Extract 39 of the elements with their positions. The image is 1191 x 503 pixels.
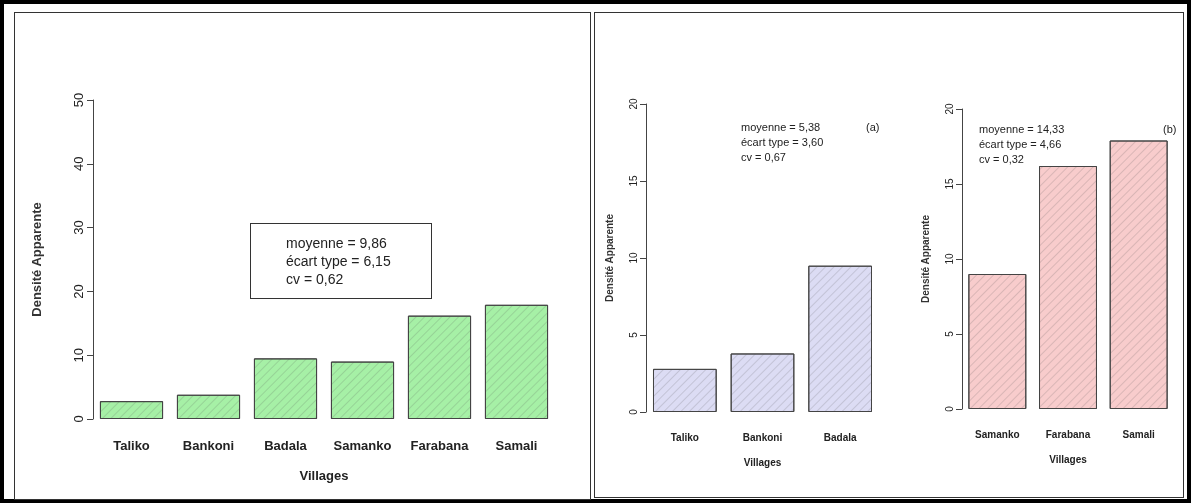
y-tick-label: 0 <box>627 408 639 415</box>
annotation: (a) <box>866 120 880 135</box>
annotation: (b) <box>1163 122 1177 137</box>
y-tick-label: 30 <box>71 220 86 235</box>
y-tick-label: 0 <box>71 415 86 423</box>
note-box: moyenne = 9,86 écart type = 6,15 cv = 0,62 <box>250 223 432 299</box>
x-tick-label: Bankoni <box>742 431 783 443</box>
annotation: moyenne = 14,33 écart type = 4,66 cv = 0,32 <box>979 122 1065 167</box>
x-tick-label: Farabana <box>410 438 470 453</box>
x-tick-label: Bankoni <box>182 438 235 453</box>
y-axis-title: Densité Apparente <box>603 213 615 302</box>
x-tick-label: Taliko <box>113 438 150 453</box>
x-tick-label: Samanko <box>975 428 1020 440</box>
y-tick-label: 40 <box>71 156 86 172</box>
y-axis-title: Densité Apparente <box>919 214 931 303</box>
y-tick-label: 15 <box>627 175 639 187</box>
annotation: moyenne = 5,38 écart type = 3,60 cv = 0,67 <box>741 120 824 165</box>
y-tick-label: 10 <box>71 347 86 363</box>
y-tick-label: 5 <box>627 331 639 338</box>
y-tick-label: 10 <box>943 253 955 265</box>
y-tick-label: 5 <box>943 330 955 337</box>
y-axis-title: Densité Apparente <box>29 202 44 317</box>
y-tick-label: 15 <box>943 178 955 190</box>
x-axis-title: Villages <box>1049 453 1088 465</box>
x-axis-title: Villages <box>299 468 349 483</box>
y-tick-label: 20 <box>627 98 639 110</box>
y-tick-label: 50 <box>71 92 86 108</box>
x-tick-label: Samanko <box>333 438 392 453</box>
x-tick-label: Samali <box>495 438 538 453</box>
y-tick-label: 20 <box>71 284 86 299</box>
x-tick-label: Farabana <box>1045 428 1091 440</box>
y-tick-label: 0 <box>943 405 955 412</box>
x-axis-title: Villages <box>743 456 782 468</box>
x-tick-label: Samali <box>1122 428 1155 440</box>
y-tick-label: 20 <box>943 103 955 115</box>
x-tick-label: Taliko <box>670 431 699 443</box>
x-tick-label: Badala <box>823 431 857 443</box>
x-tick-label: Badala <box>264 438 308 453</box>
y-tick-label: 10 <box>627 252 639 264</box>
